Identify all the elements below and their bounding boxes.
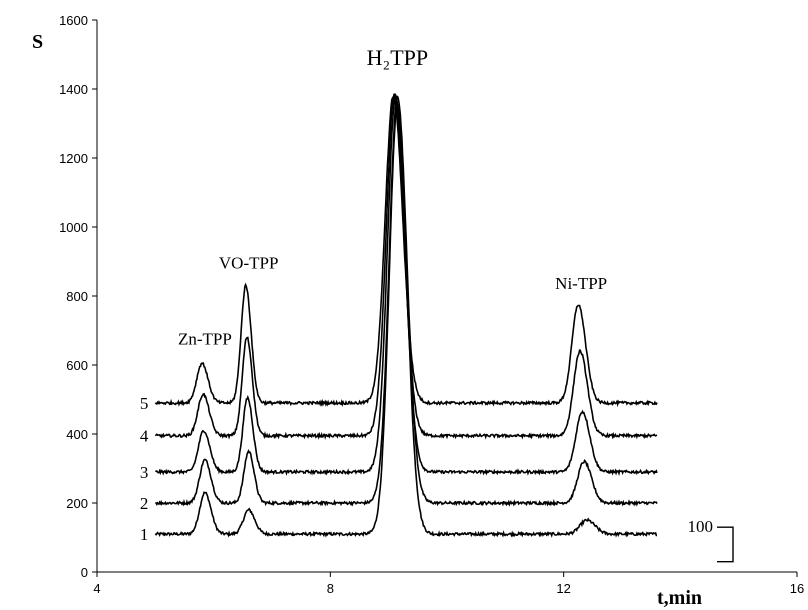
y-tick-label: 1200: [59, 151, 88, 166]
trace-label-2: 2: [140, 494, 149, 513]
y-tick-label: 1000: [59, 220, 88, 235]
x-tick-label: 16: [790, 581, 804, 596]
peak-annotation: Ni-TPP: [555, 274, 607, 293]
scale-bar-bracket: [717, 526, 734, 563]
peak-annotation: VO-TPP: [219, 253, 279, 272]
x-axis-title: t,min: [657, 587, 702, 609]
y-tick-label: 800: [66, 289, 88, 304]
y-axis-title: S: [32, 31, 43, 53]
y-tick-label: 400: [66, 427, 88, 442]
peak-annotation: H₂TPP: [367, 45, 428, 70]
scale-bar-label: 100: [688, 517, 714, 536]
y-tick-label: 600: [66, 358, 88, 373]
y-ticks: 0 200 400 600 800 1000 1200 1400 1600: [59, 13, 97, 580]
y-tick-label: 0: [81, 565, 88, 580]
x-tick-label: 12: [556, 581, 570, 596]
trace-labels: 1 2 3 4 5: [140, 394, 149, 544]
trace-label-5: 5: [140, 394, 149, 413]
trace-2: [155, 95, 658, 507]
scale-bar: 100: [688, 517, 734, 563]
annotations: Zn-TPP VO-TPP H₂TPP Ni-TPP: [178, 45, 607, 348]
trace-label-1: 1: [140, 525, 149, 544]
peak-annotation: Zn-TPP: [178, 329, 232, 348]
y-tick-label: 200: [66, 496, 88, 511]
trace-5: [154, 93, 658, 408]
traces: [154, 93, 658, 538]
trace-label-4: 4: [140, 427, 149, 446]
x-tick-label: 4: [93, 581, 100, 596]
x-tick-label: 8: [327, 581, 334, 596]
y-tick-label: 1600: [59, 13, 88, 28]
y-tick-label: 1400: [59, 82, 88, 97]
axes: [96, 20, 797, 573]
trace-label-3: 3: [140, 463, 149, 482]
x-ticks: 4 8 12 16: [93, 572, 804, 596]
